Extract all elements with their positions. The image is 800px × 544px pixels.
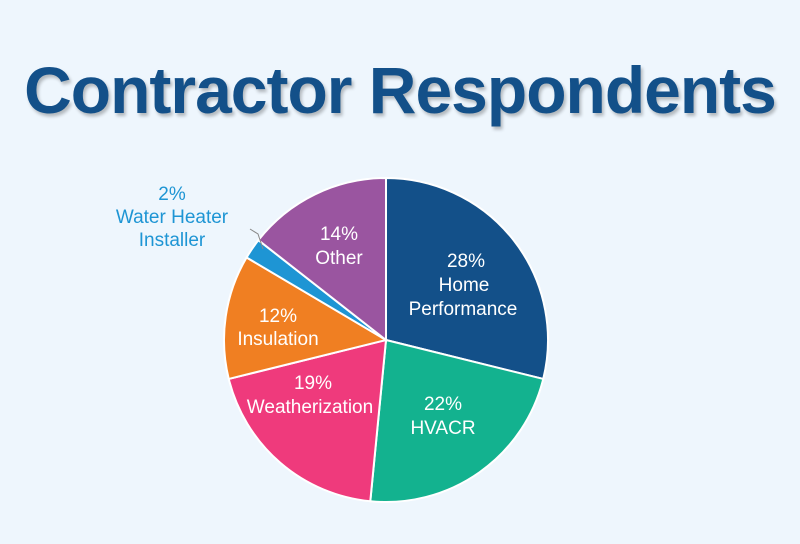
- slice-label-insulation-name: Insulation: [237, 329, 318, 350]
- slice-label-water-heater-pct: 2%: [158, 184, 186, 205]
- pie-slice-other: [257, 176, 387, 343]
- slice-label-water-heater-name: Water Heater: [116, 207, 229, 228]
- slice-label-home-performance-name2: Performance: [409, 299, 518, 320]
- slice-label-other-pct: 14%: [320, 224, 358, 245]
- slice-label-water-heater-name2: Installer: [139, 230, 206, 251]
- pie-slice-home-performance: [385, 176, 549, 381]
- slice-label-weatherization-name: Weatherization: [247, 397, 373, 418]
- slice-label-other-name: Other: [315, 248, 363, 269]
- pie-slices: [223, 176, 549, 503]
- chart-title: Contractor Respondents: [24, 53, 777, 127]
- slice-label-weatherization-pct: 19%: [294, 373, 332, 394]
- leader-line: [249, 228, 264, 250]
- pie-slice-hvacr: [369, 338, 545, 503]
- pie-slice-insulation: [223, 256, 389, 381]
- slice-label-home-performance-name: Home: [439, 275, 490, 296]
- pie-slice-weatherization: [227, 338, 388, 503]
- slice-label-hvacr-name: HVACR: [410, 418, 475, 439]
- slice-label-hvacr-pct: 22%: [424, 394, 462, 415]
- slice-label-insulation-pct: 12%: [259, 306, 297, 327]
- slice-label-home-performance-pct: 28%: [447, 251, 485, 272]
